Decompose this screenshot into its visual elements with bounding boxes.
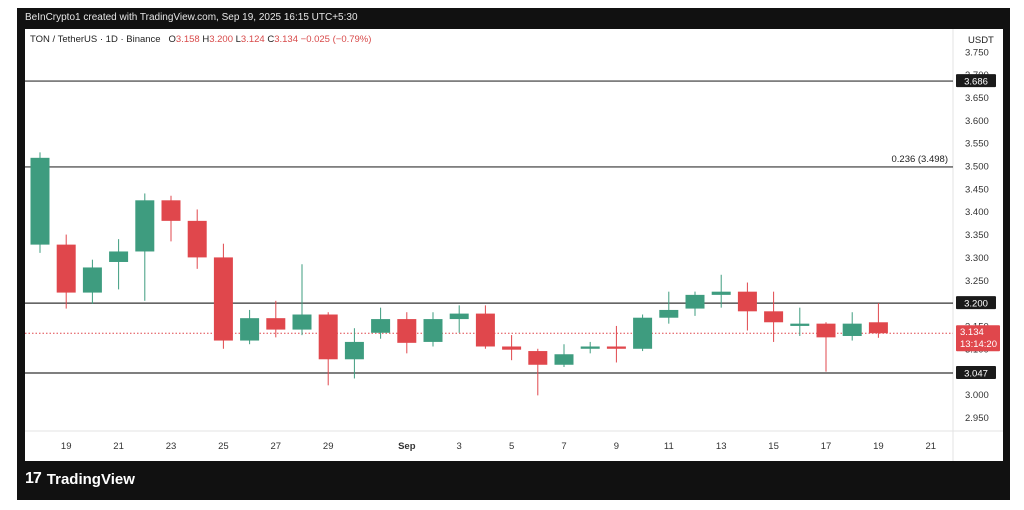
candle-body (423, 319, 443, 342)
y-tick-label: 3.500 (965, 162, 989, 173)
candle-body (842, 323, 862, 336)
candle-body (659, 309, 679, 318)
symbol-label: TON / TetherUS · 1D · Binance (30, 34, 161, 45)
y-tick-label: 3.300 (965, 253, 989, 264)
close-label: C (267, 34, 275, 45)
x-tick-label: 27 (271, 441, 282, 452)
candle-body (56, 244, 76, 293)
candle-body (816, 323, 836, 338)
candle-body (580, 346, 600, 349)
currency-label: USDT (968, 35, 994, 46)
y-tick-label: 3.650 (965, 93, 989, 104)
level-badge (956, 74, 996, 88)
low-label: L (235, 34, 241, 45)
candle-body (449, 313, 469, 320)
x-tick-label: 3 (457, 441, 462, 452)
candle-body (502, 346, 522, 350)
tradingview-wordmark: TradingView (46, 470, 135, 488)
candle-body (475, 313, 495, 347)
y-tick-label: 3.350 (965, 230, 989, 241)
change-value: −0.025 (−0.79%) (300, 34, 372, 45)
ohlc-legend: TON / TetherUS · 1D · Binance O3.158 H3.… (30, 34, 371, 45)
y-tick-label: 3.550 (965, 139, 989, 150)
candle-body (371, 319, 391, 333)
candle-body (764, 311, 784, 323)
candle-body (109, 251, 129, 262)
candle-body (528, 351, 548, 365)
candle-body (240, 318, 260, 341)
candle-body (82, 267, 102, 293)
y-tick-label: 3.450 (965, 184, 989, 195)
last-price-value: 3.134 (960, 327, 984, 338)
candle-body (30, 157, 50, 245)
x-tick-label: 7 (561, 441, 566, 452)
candle-countdown: 13:14:20 (960, 339, 997, 350)
candle-body (397, 319, 417, 343)
y-tick-label: 3.600 (965, 116, 989, 127)
open-label: O (168, 34, 176, 45)
y-tick-label: 3.000 (965, 390, 989, 401)
x-tick-label: 19 (873, 441, 884, 452)
close-value: 3.134 (274, 34, 298, 45)
high-label: H (202, 34, 210, 45)
candle-body (318, 314, 338, 360)
x-tick-label: 15 (768, 441, 779, 452)
level-badge-label: 3.686 (964, 77, 988, 88)
candle-body (711, 291, 731, 295)
high-value: 3.200 (209, 34, 233, 45)
y-tick-label: 3.400 (965, 207, 989, 218)
last-price-badge (956, 325, 1000, 352)
x-tick-label: 21 (926, 441, 937, 452)
x-tick-label: Sep (398, 441, 416, 452)
level-badge-label: 3.200 (964, 299, 988, 310)
level-badge-label: 3.047 (964, 368, 988, 379)
x-tick-label: 19 (61, 441, 72, 452)
candle-body (685, 294, 705, 309)
candle-body (161, 200, 181, 221)
y-tick-label: 3.750 (965, 47, 989, 58)
candle-body (213, 257, 233, 341)
tradingview-brand[interactable]: 17 TradingView (25, 470, 135, 488)
x-tick-label: 9 (614, 441, 619, 452)
candle-body (554, 354, 574, 365)
y-tick-label: 2.950 (965, 413, 989, 424)
x-tick-label: 11 (664, 441, 674, 452)
candle-body (737, 291, 757, 312)
candle-body (292, 314, 312, 330)
x-tick-label: 21 (113, 441, 124, 452)
candle-body (868, 322, 888, 334)
fib-level-label: 0.236 (3.498) (891, 154, 948, 165)
candle-body (790, 323, 810, 326)
candle-body (135, 200, 155, 252)
tradingview-logo-icon: 17 (25, 470, 42, 487)
x-tick-label: 29 (323, 441, 334, 452)
x-tick-label: 5 (509, 441, 514, 452)
candle-body (344, 341, 364, 360)
x-tick-label: 25 (218, 441, 229, 452)
x-tick-label: 13 (716, 441, 727, 452)
level-badge (956, 365, 996, 379)
y-tick-label: 3.250 (965, 276, 989, 287)
x-tick-label: 23 (166, 441, 177, 452)
open-value: 3.158 (175, 34, 200, 45)
level-badge (956, 296, 996, 310)
low-value: 3.124 (240, 34, 265, 45)
candle-body (633, 317, 653, 349)
created-by-text: BeInCrypto1 created with TradingView.com… (25, 12, 358, 23)
price-chart[interactable]: USDT3.7503.7003.6503.6003.5503.5003.4503… (25, 29, 1003, 461)
x-tick-label: 17 (821, 441, 832, 452)
candle-body (606, 346, 626, 349)
candle-body (187, 220, 207, 258)
candle-body (266, 318, 286, 330)
